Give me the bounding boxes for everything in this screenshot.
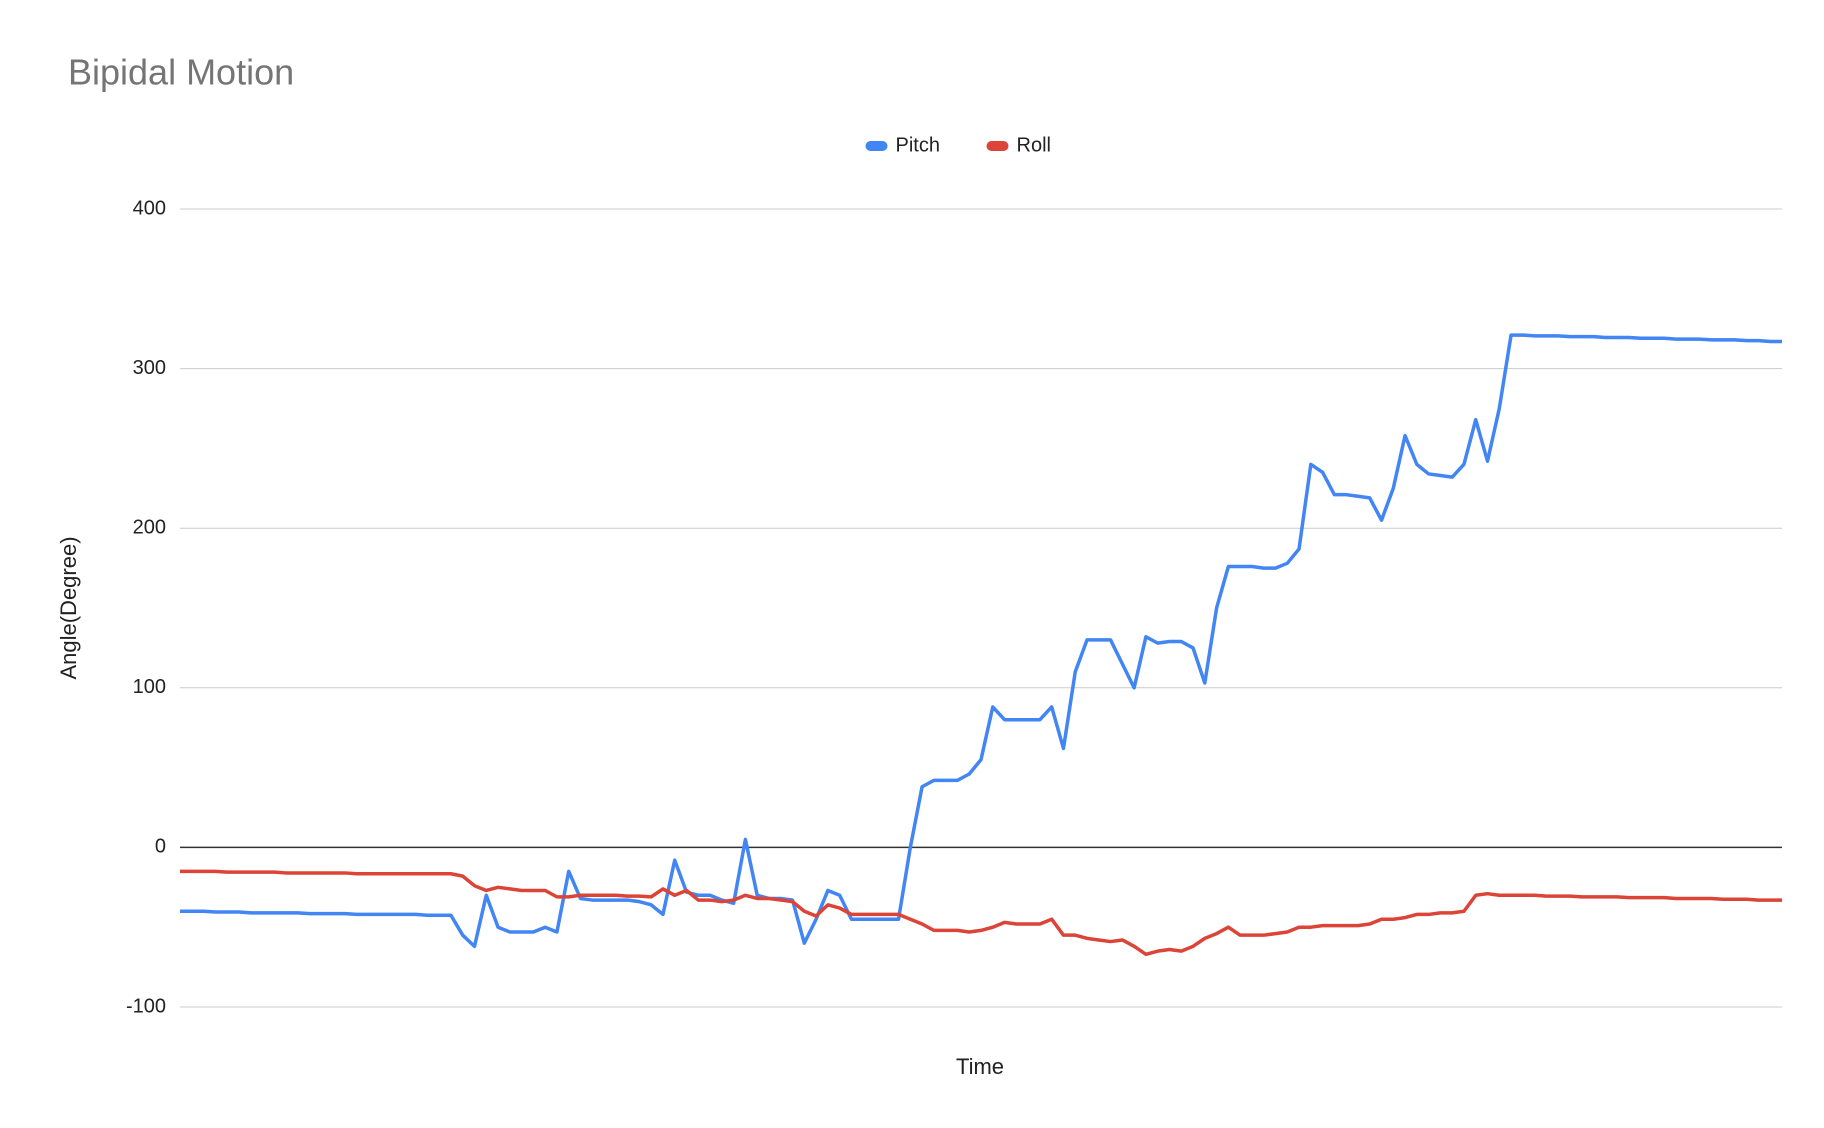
y-tick-label: 400 <box>133 197 166 219</box>
y-tick-label: 200 <box>133 516 166 538</box>
legend-swatch <box>986 141 1009 151</box>
legend-label: Pitch <box>896 134 940 156</box>
legend-label: Roll <box>1017 134 1051 156</box>
y-tick-label: 100 <box>133 676 166 698</box>
series-line <box>180 333 1782 949</box>
x-axis-label: Time <box>956 1054 1004 1079</box>
y-tick-label: -100 <box>126 995 166 1017</box>
series-line <box>180 869 1782 957</box>
y-tick-label: 300 <box>133 357 166 379</box>
chart-title: Bipidal Motion <box>68 52 294 93</box>
y-tick-label: 0 <box>155 836 166 858</box>
y-axis-label: Angle(Degree) <box>56 536 81 679</box>
legend-swatch <box>865 141 888 151</box>
